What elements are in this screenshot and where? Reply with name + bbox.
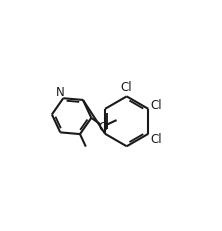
Text: Cl: Cl [121, 81, 133, 94]
Text: Cl: Cl [151, 98, 162, 111]
Text: N: N [56, 85, 64, 98]
Text: O: O [99, 120, 108, 133]
Text: Cl: Cl [151, 132, 162, 145]
